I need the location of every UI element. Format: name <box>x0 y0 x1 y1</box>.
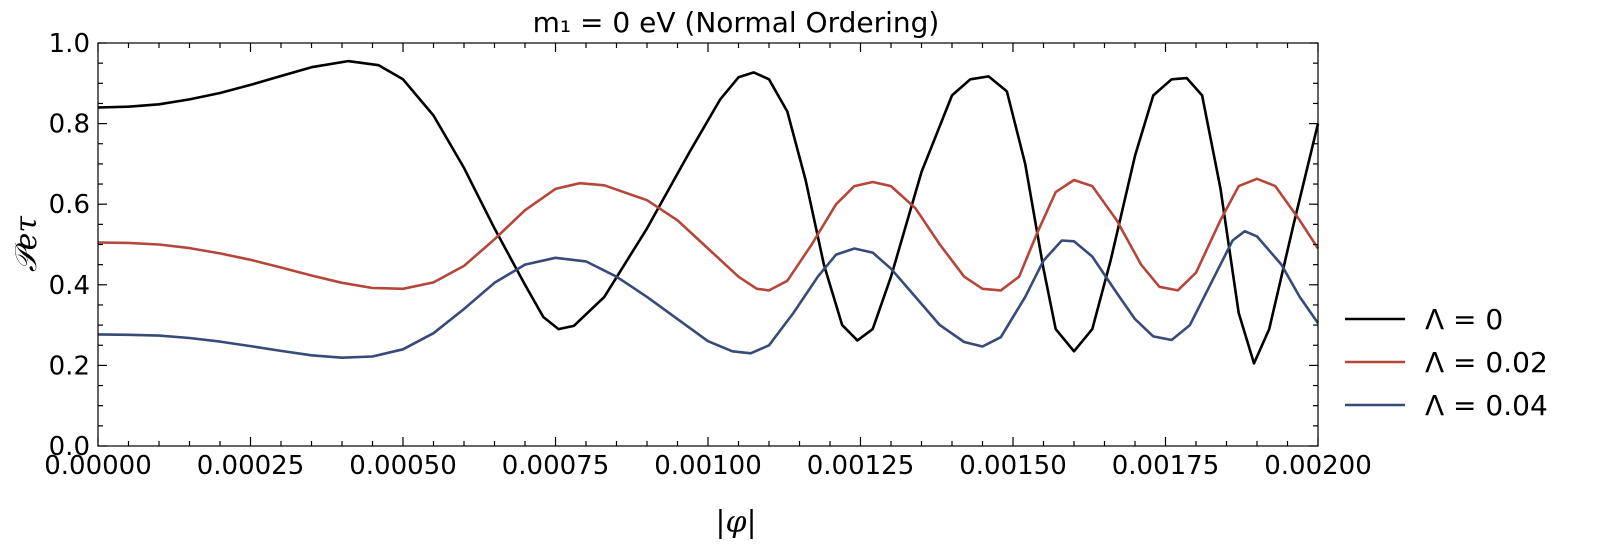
x-tick-label: 0.00125 <box>807 451 915 481</box>
series-line-1 <box>97 177 1320 292</box>
y-tick-label: 0.0 <box>49 432 90 462</box>
x-tick-label: 0.00075 <box>502 451 610 481</box>
y-tick-label: 0.6 <box>49 190 90 220</box>
legend-label-1: Λ = 0.02 <box>1425 346 1548 379</box>
y-tick-label: 0.2 <box>49 351 90 381</box>
x-tick-label: 0.00200 <box>1264 451 1372 481</box>
y-tick-label: 0.8 <box>49 110 90 140</box>
x-axis-label: |φ| <box>715 505 756 540</box>
plot-frame <box>97 42 1319 447</box>
series-line-0 <box>97 59 1320 365</box>
series-line-2 <box>97 229 1320 359</box>
legend-label-2: Λ = 0.04 <box>1425 389 1548 422</box>
axis-ticks: 0.00000 0.00025 0.00050 0.00075 0.00100 0.001… <box>44 29 1372 481</box>
series-group <box>97 59 1320 365</box>
legend: Λ = 0 Λ = 0.02 Λ = 0.04 <box>1345 303 1548 422</box>
x-tick-label: 0.00175 <box>1112 451 1220 481</box>
x-tick-label: 0.00025 <box>197 451 305 481</box>
y-tick-label: 1.0 <box>49 29 90 59</box>
x-tick-label: 0.00000 <box>44 451 152 481</box>
chart-title: m₁ = 0 eV (Normal Ordering) <box>533 6 940 39</box>
x-tick-label: 0.00050 <box>349 451 457 481</box>
y-tick-label: 0.4 <box>49 271 90 301</box>
y-axis-label: 𝒫eτ <box>9 216 44 272</box>
x-tick-label: 0.00150 <box>959 451 1067 481</box>
x-tick-label: 0.00100 <box>654 451 762 481</box>
legend-label-0: Λ = 0 <box>1425 303 1503 336</box>
